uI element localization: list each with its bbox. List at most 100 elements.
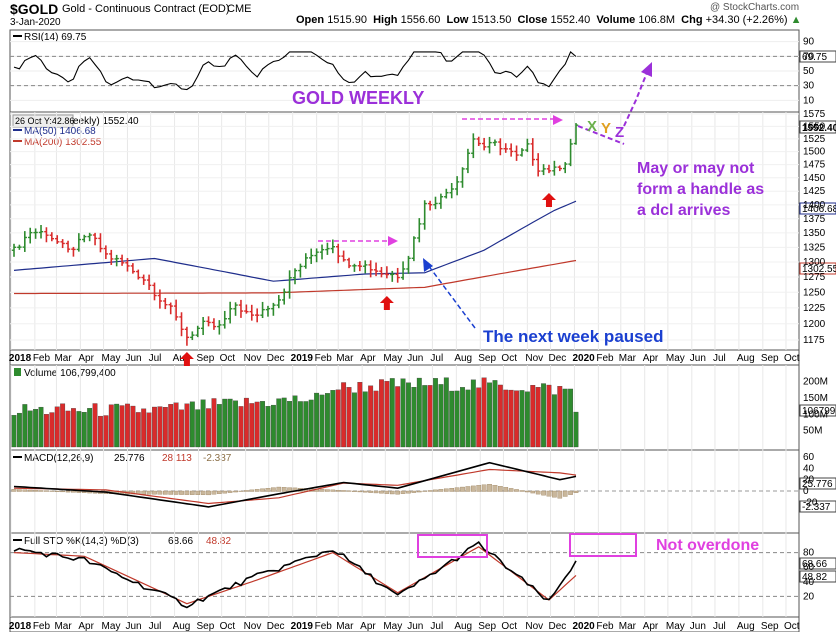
time-axis-band-2 (9, 616, 800, 632)
volume-y-tick: 50M (803, 426, 822, 437)
volume-bar (243, 397, 249, 448)
x-tick-label-1: May (383, 353, 402, 364)
price-y-tick: 1525 (803, 134, 826, 145)
rsi-y-tick: 70 (803, 51, 815, 62)
volume-bar (487, 382, 492, 448)
macd-histogram-bar (411, 490, 417, 493)
macd-histogram-bar (146, 490, 152, 495)
volume-bar (319, 394, 325, 448)
macd-histogram-bar (184, 490, 190, 495)
volume-bar (173, 402, 179, 448)
volume-bar (389, 378, 395, 448)
volume-bar (449, 390, 455, 448)
volume-bar (184, 403, 190, 448)
x-tick-label-2: Apr (643, 621, 659, 632)
purple-handle-dash (577, 125, 625, 145)
volume-bar (27, 410, 33, 448)
close-label: Close (517, 14, 548, 26)
macd-histogram-bar (535, 490, 541, 495)
macd-histogram-bar (152, 490, 157, 495)
x-tick-label-1: 2018 (9, 353, 32, 364)
x-tick-label-2: Mar (619, 621, 637, 632)
macd-histogram-bar (60, 490, 65, 493)
volume-bar (233, 400, 238, 448)
x-tick-label-2: Jun (125, 621, 141, 632)
x-tick-label-1: Feb (33, 353, 51, 364)
sto-d-label: 48.82 (802, 572, 827, 583)
volume-bar (454, 390, 460, 448)
macd-hist-label: -2.337 (802, 502, 831, 513)
volume-bar (470, 379, 476, 448)
blue-arrowhead (423, 258, 433, 272)
macd-histogram-bar (557, 490, 563, 499)
sto-k-box (799, 557, 836, 570)
x-tick-label-1: Apr (78, 353, 94, 364)
macd-legend-hist: -2.337 (203, 453, 232, 464)
volume-legend: Volume 106,799,400 (24, 368, 116, 379)
volume-bar (38, 406, 44, 448)
ma50-last-label: 1406.68 (802, 204, 836, 215)
volume-last-label: 106799 (802, 406, 836, 417)
xyz-x: X (587, 118, 597, 135)
x-tick-label-1: Mar (619, 353, 637, 364)
volume-bar (416, 377, 422, 448)
red-up-arrow-icon (379, 296, 394, 310)
instrument-name: Gold - Continuous Contract (EOD) (62, 3, 230, 15)
volume-bar (87, 408, 93, 448)
macd-histogram-bar (173, 490, 179, 495)
macd-histogram-bar (11, 489, 17, 492)
volume-bar (384, 381, 390, 448)
volume-bar (211, 398, 217, 448)
macd-histogram-bar (249, 489, 255, 492)
volume-bar (135, 412, 141, 448)
x-tick-label-1: Jul (149, 353, 162, 364)
volume-label: Volume (596, 14, 636, 26)
ohlc-stats: Open 1515.90 High 1556.60 Low 1513.50 Cl… (296, 14, 802, 26)
x-tick-label-2: Aug (454, 621, 472, 632)
volume-bar (460, 387, 465, 448)
x-tick-label-1: Sep (478, 353, 496, 364)
volume-bar (443, 377, 449, 448)
macd-histogram-bar (573, 490, 579, 493)
x-tick-label-2: Feb (33, 621, 51, 632)
rsi-y-tick: 90 (803, 37, 815, 48)
macd-histogram-bar (211, 490, 217, 495)
price-y-tick: 1500 (803, 147, 826, 158)
macd-line (13, 461, 577, 508)
macd-legend-signal: 28.113 (162, 453, 192, 464)
x-tick-label-2: Oct (501, 621, 517, 632)
x-tick-label-1: Oct (784, 353, 800, 364)
macd-histogram-bar (27, 489, 33, 492)
volume-bar (98, 415, 103, 448)
volume-bar (438, 384, 444, 448)
volume-bar (503, 389, 509, 448)
x-tick-label-1: Jul (430, 353, 443, 364)
volume-bar (292, 395, 298, 448)
sto-k-label: 68.66 (802, 559, 827, 570)
volume-bar (49, 412, 55, 448)
volume-bar (335, 389, 341, 448)
x-tick-label-2: May (383, 621, 402, 632)
sto-d-box (799, 570, 836, 583)
x-tick-label-1: Feb (596, 353, 614, 364)
volume-bar (195, 409, 201, 448)
x-tick-label-1: Jun (690, 353, 706, 364)
price-y-tick: 1550 (803, 121, 826, 132)
macd-histogram-bar (319, 489, 325, 492)
macd-histogram-bar (433, 489, 438, 492)
volume-bar (44, 414, 49, 448)
x-tick-label-2: Oct (220, 621, 236, 632)
x-tick-label-1: Mar (336, 353, 354, 364)
macd-histogram-bar (476, 485, 482, 492)
ma200-last-label: 1302.55 (802, 264, 836, 275)
macd-legend-macd: 25.776 (114, 453, 145, 464)
macd-y-tick: 20 (803, 475, 815, 486)
ma200-last-box (799, 262, 836, 275)
volume-bar (152, 406, 157, 448)
x-tick-label-1: Oct (501, 353, 517, 364)
x-tick-label-2: Apr (360, 621, 376, 632)
volume-bar (249, 403, 255, 448)
volume-bar (254, 401, 260, 448)
x-tick-label-1: Aug (737, 353, 755, 364)
volume-bar (476, 387, 482, 448)
